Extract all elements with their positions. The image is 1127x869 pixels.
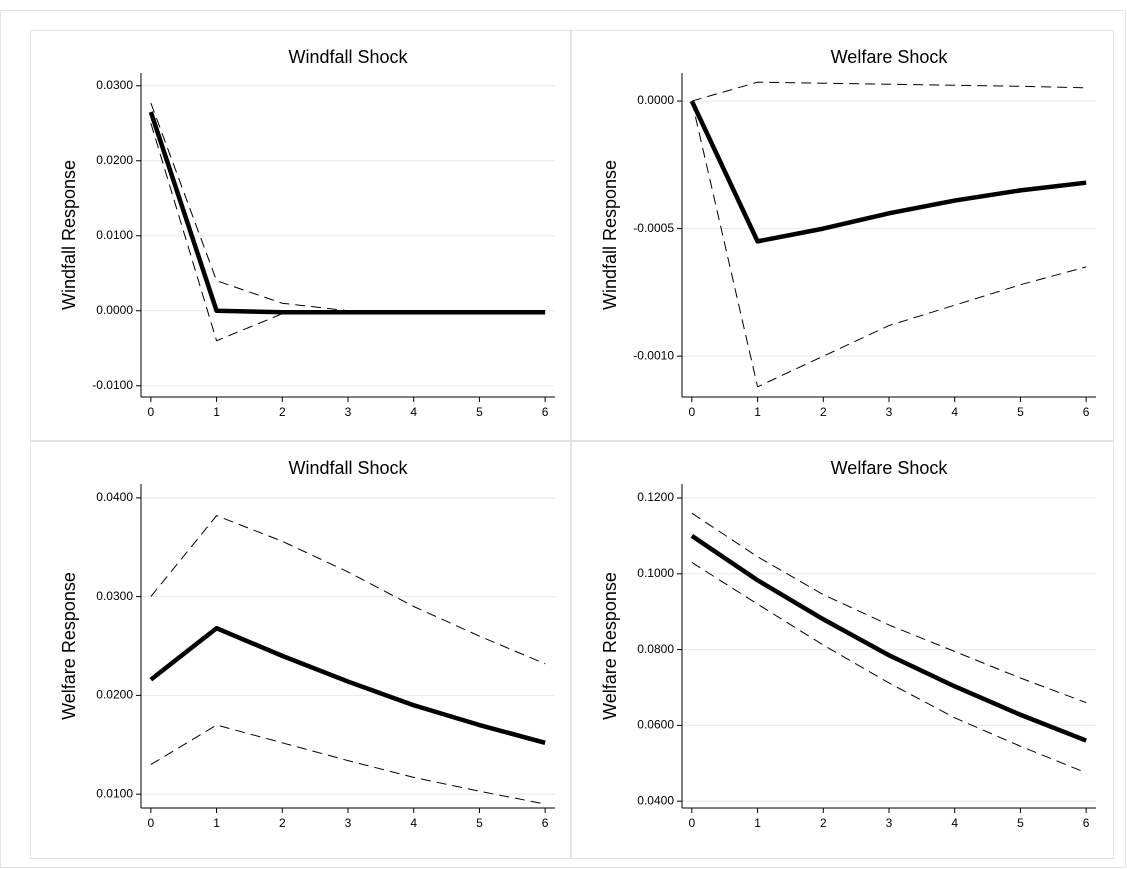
x-tick-label: 1 — [213, 816, 220, 830]
confidence-band-line — [691, 562, 1087, 774]
x-tick-label: 6 — [542, 405, 549, 419]
y-tick-label: 0.0300 — [96, 78, 133, 92]
x-tick-label: 2 — [820, 405, 827, 419]
response-line — [690, 534, 1087, 743]
x-tick-label: 0 — [689, 405, 696, 419]
x-tick-label: 3 — [886, 405, 893, 419]
y-tick-label: 0.0800 — [637, 642, 674, 656]
y-tick-label: 0.0000 — [637, 93, 674, 107]
y-tick-label: 0.0000 — [96, 303, 133, 317]
panel-title: Welfare Shock — [831, 458, 949, 478]
confidence-band-line — [150, 123, 546, 342]
x-tick-label: 2 — [279, 816, 286, 830]
x-tick-label: 4 — [951, 816, 958, 830]
y-tick-label: 0.0100 — [96, 786, 133, 800]
y-tick-label: -0.0005 — [633, 221, 674, 235]
panel-title: Windfall Shock — [288, 458, 408, 478]
x-tick-label: 5 — [1017, 816, 1024, 830]
x-tick-label: 0 — [689, 816, 696, 830]
y-tick-label: 0.0100 — [96, 228, 133, 242]
y-tick-label: -0.0010 — [633, 348, 674, 362]
y-tick-label: 0.0400 — [96, 490, 133, 504]
confidence-band-line — [150, 515, 546, 665]
x-tick-label: 4 — [410, 816, 417, 830]
x-tick-label: 6 — [1083, 405, 1090, 419]
x-tick-label: 1 — [754, 405, 761, 419]
x-tick-label: 3 — [886, 816, 893, 830]
x-tick-label: 5 — [476, 816, 483, 830]
y-axis-label: Welfare Response — [59, 572, 79, 720]
x-tick-label: 1 — [754, 816, 761, 830]
y-tick-label: 0.0200 — [96, 153, 133, 167]
panel-frame — [30, 441, 571, 859]
y-axis-label: Welfare Response — [600, 572, 620, 720]
confidence-band-line — [691, 81, 1087, 102]
confidence-band-line — [691, 512, 1087, 704]
x-tick-label: 3 — [345, 405, 352, 419]
y-tick-label: 0.0300 — [96, 589, 133, 603]
x-tick-label: 2 — [820, 816, 827, 830]
x-tick-label: 4 — [951, 405, 958, 419]
panel-title: Windfall Shock — [288, 47, 408, 67]
confidence-band-line — [691, 100, 1087, 388]
confidence-band-line — [150, 102, 546, 313]
x-tick-label: 5 — [1017, 405, 1024, 419]
y-tick-label: -0.0100 — [92, 378, 133, 392]
x-tick-label: 6 — [1083, 816, 1090, 830]
y-tick-label: 0.0200 — [96, 688, 133, 702]
response-line — [689, 100, 1087, 244]
panel-frame — [571, 30, 1114, 441]
x-tick-label: 6 — [542, 816, 549, 830]
y-tick-label: 0.1000 — [637, 566, 674, 580]
y-tick-label: 0.1200 — [637, 490, 674, 504]
confidence-band-line — [150, 724, 546, 805]
x-tick-label: 0 — [148, 405, 155, 419]
x-tick-label: 3 — [345, 816, 352, 830]
x-tick-label: 1 — [213, 405, 220, 419]
response-line — [149, 625, 546, 745]
x-tick-label: 0 — [148, 816, 155, 830]
y-axis-label: Windfall Response — [600, 160, 620, 310]
x-tick-label: 5 — [476, 405, 483, 419]
x-tick-label: 4 — [410, 405, 417, 419]
y-axis-label: Windfall Response — [59, 160, 79, 310]
panel-title: Welfare Shock — [831, 47, 949, 67]
x-tick-label: 2 — [279, 405, 286, 419]
y-tick-label: 0.0600 — [637, 718, 674, 732]
y-tick-label: 0.0400 — [637, 793, 674, 807]
